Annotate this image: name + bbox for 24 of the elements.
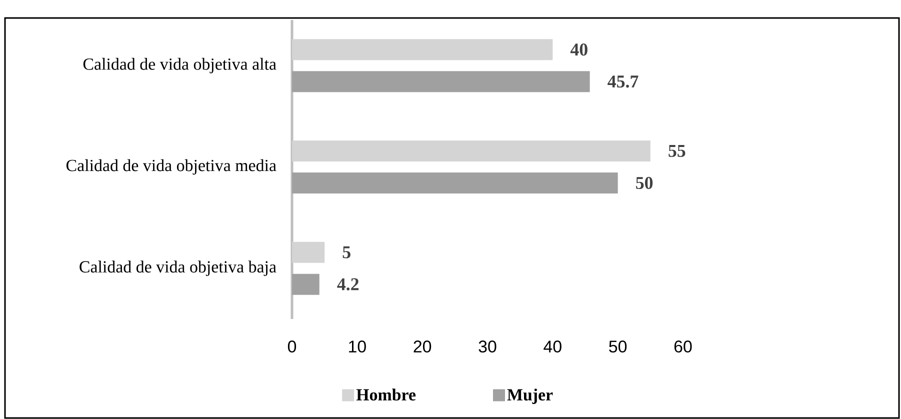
y-tick-label: Calidad de vida objetiva baja [80,260,276,276]
legend-label: Mujer [507,388,553,404]
x-tick-label: 50 [609,340,627,353]
y-tick-label: Calidad de vida objetiva alta [83,58,276,74]
bar [292,39,553,60]
bar [292,274,320,295]
legend-label: Hombre [356,388,416,401]
x-tick-label: 20 [414,340,432,353]
bar [292,140,650,162]
data-label: 5 [342,246,350,258]
data-label: 50 [636,176,653,190]
x-tick-label: 10 [349,340,366,353]
bar [292,172,618,194]
data-label: 45.7 [608,76,638,88]
x-tick-label: 30 [478,340,496,353]
y-tick-label: Calidad de vida objetiva media [66,159,276,175]
bar [292,242,325,263]
x-tick-label: 0 [288,340,296,353]
data-label: 40 [570,44,588,56]
data-label: 4.2 [337,278,359,290]
data-label: 55 [668,144,686,157]
x-tick-label: 60 [674,340,692,353]
x-tick-label: 40 [544,340,562,353]
bar [292,71,590,92]
